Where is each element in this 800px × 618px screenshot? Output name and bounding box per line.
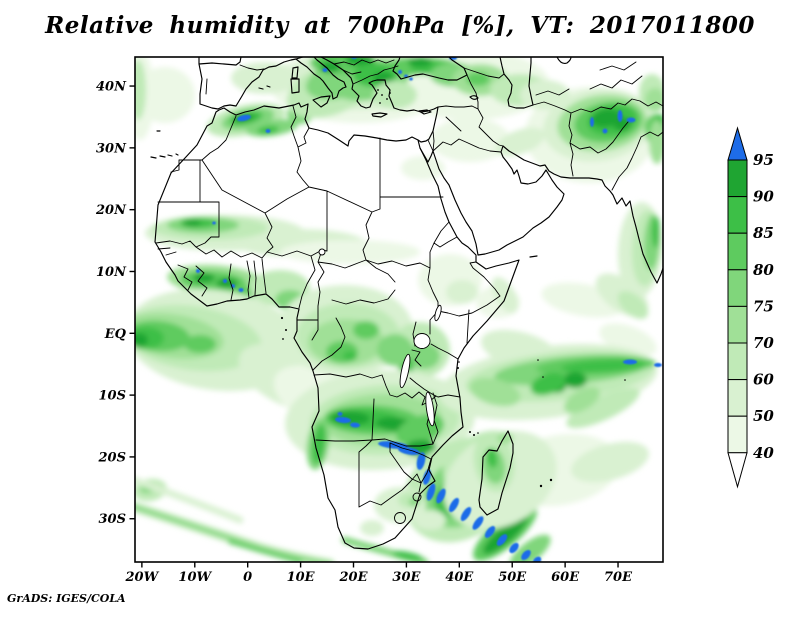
italy-coastline bbox=[295, 57, 347, 100]
y-tick-label: EQ bbox=[104, 327, 127, 342]
lakes bbox=[318, 248, 442, 427]
colorbar-tick-label: 90 bbox=[753, 188, 774, 206]
colorbar-segment bbox=[727, 415, 748, 454]
sinai-coastline bbox=[419, 147, 434, 163]
colorbar-tick-label: 50 bbox=[753, 407, 774, 425]
y-axis: 40N 30N 20N 10N EQ 10S 20S 30S bbox=[95, 80, 135, 527]
madagascar-coastline bbox=[478, 430, 514, 516]
x-tick-label: 60E bbox=[551, 570, 580, 585]
black-sea-coastline bbox=[392, 57, 468, 81]
sicily-outline bbox=[312, 95, 331, 108]
iran-india-coastline bbox=[502, 145, 663, 284]
y-tick-label: 30S bbox=[99, 512, 126, 527]
x-axis: 20W 10W 0 10E 20E 30E 40E 50E 60E 70E bbox=[125, 562, 633, 585]
colorbar-segment bbox=[727, 269, 748, 307]
small-islands bbox=[150, 85, 538, 258]
colorbar-over-arrow bbox=[727, 126, 748, 161]
colorbar-tick-label: 85 bbox=[753, 224, 774, 242]
x-tick-label: 40E bbox=[445, 570, 474, 585]
y-tick-label: 10N bbox=[96, 265, 127, 280]
lake-tanganyika bbox=[399, 353, 411, 389]
lake-turkana bbox=[434, 304, 442, 322]
lake-malawi bbox=[425, 391, 435, 427]
x-tick-label: 10E bbox=[287, 570, 316, 585]
colorbar-segment bbox=[727, 232, 748, 271]
caspian-sea-outline bbox=[499, 57, 534, 109]
x-tick-label: 30E bbox=[392, 570, 421, 585]
colorbar-segment bbox=[727, 342, 748, 381]
colorbar-segment bbox=[727, 196, 748, 234]
colorbar-segment bbox=[727, 379, 748, 417]
x-tick-label: 20W bbox=[125, 570, 160, 585]
x-tick-label: 10W bbox=[178, 570, 212, 585]
lake-victoria bbox=[413, 333, 431, 349]
attribution-text: GrADS: IGES/COLA bbox=[7, 592, 126, 605]
colorbar-tick-label: 75 bbox=[753, 297, 774, 315]
country-borders bbox=[155, 59, 663, 524]
x-tick-label: 0 bbox=[243, 570, 252, 585]
x-tick-label: 70E bbox=[604, 570, 633, 585]
crete-outline bbox=[371, 112, 388, 118]
map-frame bbox=[134, 56, 664, 563]
arabia-coastline bbox=[432, 145, 565, 256]
plot-title: Relative humidity at 700hPa [%], VT: 201… bbox=[45, 12, 755, 39]
colorbar-tick-label: 95 bbox=[753, 151, 774, 169]
cyprus-outline bbox=[418, 109, 432, 115]
y-tick-label: 30N bbox=[96, 141, 127, 156]
y-tick-label: 10S bbox=[99, 389, 126, 404]
sardinia-outline bbox=[290, 78, 300, 94]
y-tick-label: 40N bbox=[96, 80, 127, 95]
colorbar-segment bbox=[727, 159, 748, 198]
island-dots bbox=[280, 89, 626, 488]
y-tick-label: 20S bbox=[98, 450, 126, 465]
lake-chad bbox=[318, 248, 326, 256]
x-tick-label: 20E bbox=[339, 570, 369, 585]
iberia-coastline bbox=[198, 57, 304, 110]
colorbar-tick-label: 80 bbox=[753, 261, 774, 279]
x-tick-label: 50E bbox=[498, 570, 527, 585]
y-tick-label: 20N bbox=[95, 203, 127, 218]
colorbar-tick-label: 60 bbox=[753, 371, 774, 389]
colorbar-under-arrow bbox=[727, 452, 748, 489]
colorbar-tick-label: 40 bbox=[753, 444, 774, 462]
colorbar-tick-label: 70 bbox=[753, 334, 774, 352]
colorbar: 95 90 85 80 75 70 60 50 40 bbox=[727, 126, 774, 489]
aral-sea-outline bbox=[556, 57, 572, 64]
corsica-outline bbox=[291, 66, 299, 79]
colorbar-segment bbox=[727, 305, 748, 344]
coastlines bbox=[150, 57, 663, 550]
africa-coastline bbox=[154, 102, 520, 550]
balkans-levant-coastline bbox=[320, 57, 439, 143]
high-humidity-specks bbox=[196, 57, 662, 562]
